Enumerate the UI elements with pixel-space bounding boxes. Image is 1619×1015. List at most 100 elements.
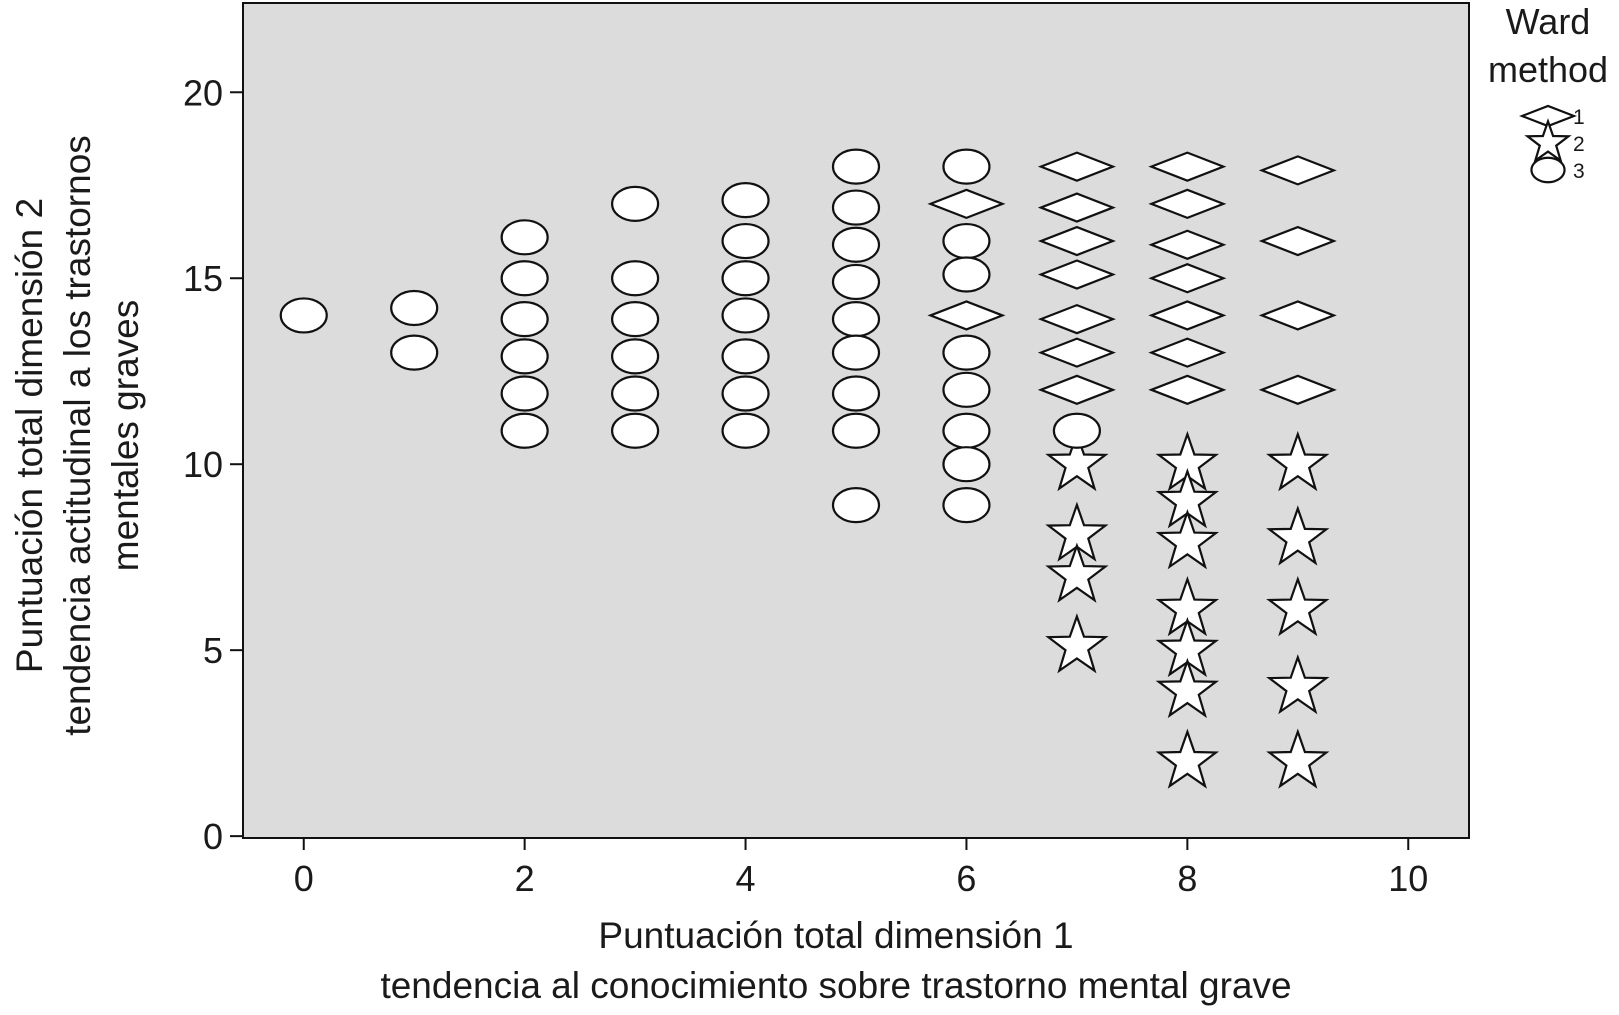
legend-label: 1 xyxy=(1573,106,1585,129)
diamond-point xyxy=(1037,259,1116,290)
y-tick-label: 0 xyxy=(203,816,223,857)
x-tick-label: 0 xyxy=(294,858,314,899)
ellipse-point xyxy=(942,487,991,524)
diamond-point xyxy=(1037,374,1116,405)
diamond-point xyxy=(1258,225,1337,257)
legend-ellipse-icon xyxy=(1530,156,1566,184)
ellipse-point xyxy=(831,263,881,301)
ellipse-point xyxy=(279,297,328,334)
ellipse-point xyxy=(942,222,991,260)
star-point xyxy=(1045,430,1109,492)
ellipse-point xyxy=(942,412,991,449)
legend-label: 3 xyxy=(1573,160,1585,183)
y-tick-label: 5 xyxy=(203,630,223,671)
diamond-point xyxy=(1148,229,1227,260)
y-axis-title: mentales graves xyxy=(105,300,146,571)
star-point xyxy=(1045,613,1109,674)
ellipse-point xyxy=(610,185,660,222)
y-axis-title: Puntuación total dimensión 2 xyxy=(9,198,50,673)
diamond-point xyxy=(1258,300,1337,331)
ellipse-point xyxy=(721,182,770,219)
diamond-point xyxy=(1148,263,1227,294)
ellipse-point xyxy=(610,301,660,338)
ellipse-point xyxy=(610,338,660,375)
diamond-point xyxy=(927,300,1006,331)
diamond-point xyxy=(1037,337,1116,368)
diamond-point xyxy=(1037,303,1116,335)
ellipse-point xyxy=(942,371,991,408)
ellipse-point xyxy=(721,297,770,334)
ellipse-point xyxy=(390,334,439,371)
ellipse-point xyxy=(500,219,549,256)
legend-label: 2 xyxy=(1573,133,1585,156)
star-point xyxy=(1266,654,1330,715)
legend-title: method xyxy=(1488,49,1608,90)
x-axis-title: Puntuación total dimensión 1 xyxy=(598,915,1073,956)
legend-title: Ward xyxy=(1506,1,1591,42)
y-tick-label: 20 xyxy=(183,72,223,113)
diamond-point xyxy=(1148,337,1227,368)
y-tick-label: 15 xyxy=(183,258,223,299)
diamond-point xyxy=(1037,151,1116,182)
x-axis-title: tendencia al conocimiento sobre trastorn… xyxy=(380,965,1291,1006)
ellipse-point xyxy=(390,289,439,327)
ellipse-point xyxy=(831,412,881,449)
ellipse-point xyxy=(831,334,881,371)
star-point xyxy=(1045,542,1109,603)
diamond-point xyxy=(1148,188,1227,220)
legend: Ward method 1 2 3 xyxy=(1488,1,1608,184)
ellipse-point xyxy=(721,375,770,412)
ellipse-point xyxy=(500,412,549,449)
ellipse-point xyxy=(831,226,881,263)
ellipse-point xyxy=(610,260,660,297)
diamond-point xyxy=(1037,192,1116,223)
ellipse-point xyxy=(721,412,770,449)
x-axis: 0 2 4 6 8 10 xyxy=(243,837,1469,899)
axis-titles: Puntuación total dimensión 1 tendencia al… xyxy=(9,135,1292,1006)
ellipse-point xyxy=(721,260,770,297)
diamond-point xyxy=(1258,374,1337,405)
x-tick-label: 6 xyxy=(956,858,976,899)
star-point xyxy=(1266,575,1330,637)
ellipse-point xyxy=(721,222,770,260)
ellipse-point xyxy=(610,412,660,449)
ellipse-point xyxy=(500,260,549,297)
diamond-point xyxy=(1148,300,1227,331)
ellipse-point xyxy=(721,338,770,375)
ellipse-point xyxy=(831,301,881,338)
ellipse-point xyxy=(831,375,881,412)
legend-diamond-icon xyxy=(1519,104,1577,128)
ellipse-point xyxy=(500,338,549,375)
diamond-point xyxy=(1258,155,1337,186)
star-point xyxy=(1155,657,1220,719)
ellipse-point xyxy=(942,446,991,483)
x-tick-label: 4 xyxy=(736,858,756,899)
y-tick-label: 10 xyxy=(183,444,223,485)
ellipse-point xyxy=(942,148,991,185)
diamond-point xyxy=(1148,151,1227,182)
x-tick-label: 8 xyxy=(1177,858,1197,899)
ellipse-point xyxy=(500,301,549,338)
ellipse-point xyxy=(831,189,881,226)
star-point xyxy=(1266,728,1330,789)
ellipse-point xyxy=(1052,412,1102,449)
data-points xyxy=(279,148,1337,789)
ellipse-point xyxy=(610,375,660,412)
ellipse-point xyxy=(942,334,991,371)
star-point xyxy=(1266,430,1330,492)
legend-star-icon xyxy=(1524,118,1572,164)
diamond-point xyxy=(927,188,1006,220)
ellipse-point xyxy=(831,148,881,185)
series-2 xyxy=(1045,430,1330,789)
star-point xyxy=(1155,728,1220,789)
star-point xyxy=(1266,505,1330,566)
ellipse-point xyxy=(831,487,881,524)
ellipse-point xyxy=(942,256,991,293)
diamond-point xyxy=(1037,225,1116,257)
x-tick-label: 2 xyxy=(515,858,535,899)
x-tick-label: 10 xyxy=(1388,858,1428,899)
y-axis: 0 5 10 15 20 xyxy=(183,72,243,857)
y-axis-title: tendencia actitudinal a los trastornos xyxy=(57,135,98,736)
series-1 xyxy=(927,151,1337,405)
